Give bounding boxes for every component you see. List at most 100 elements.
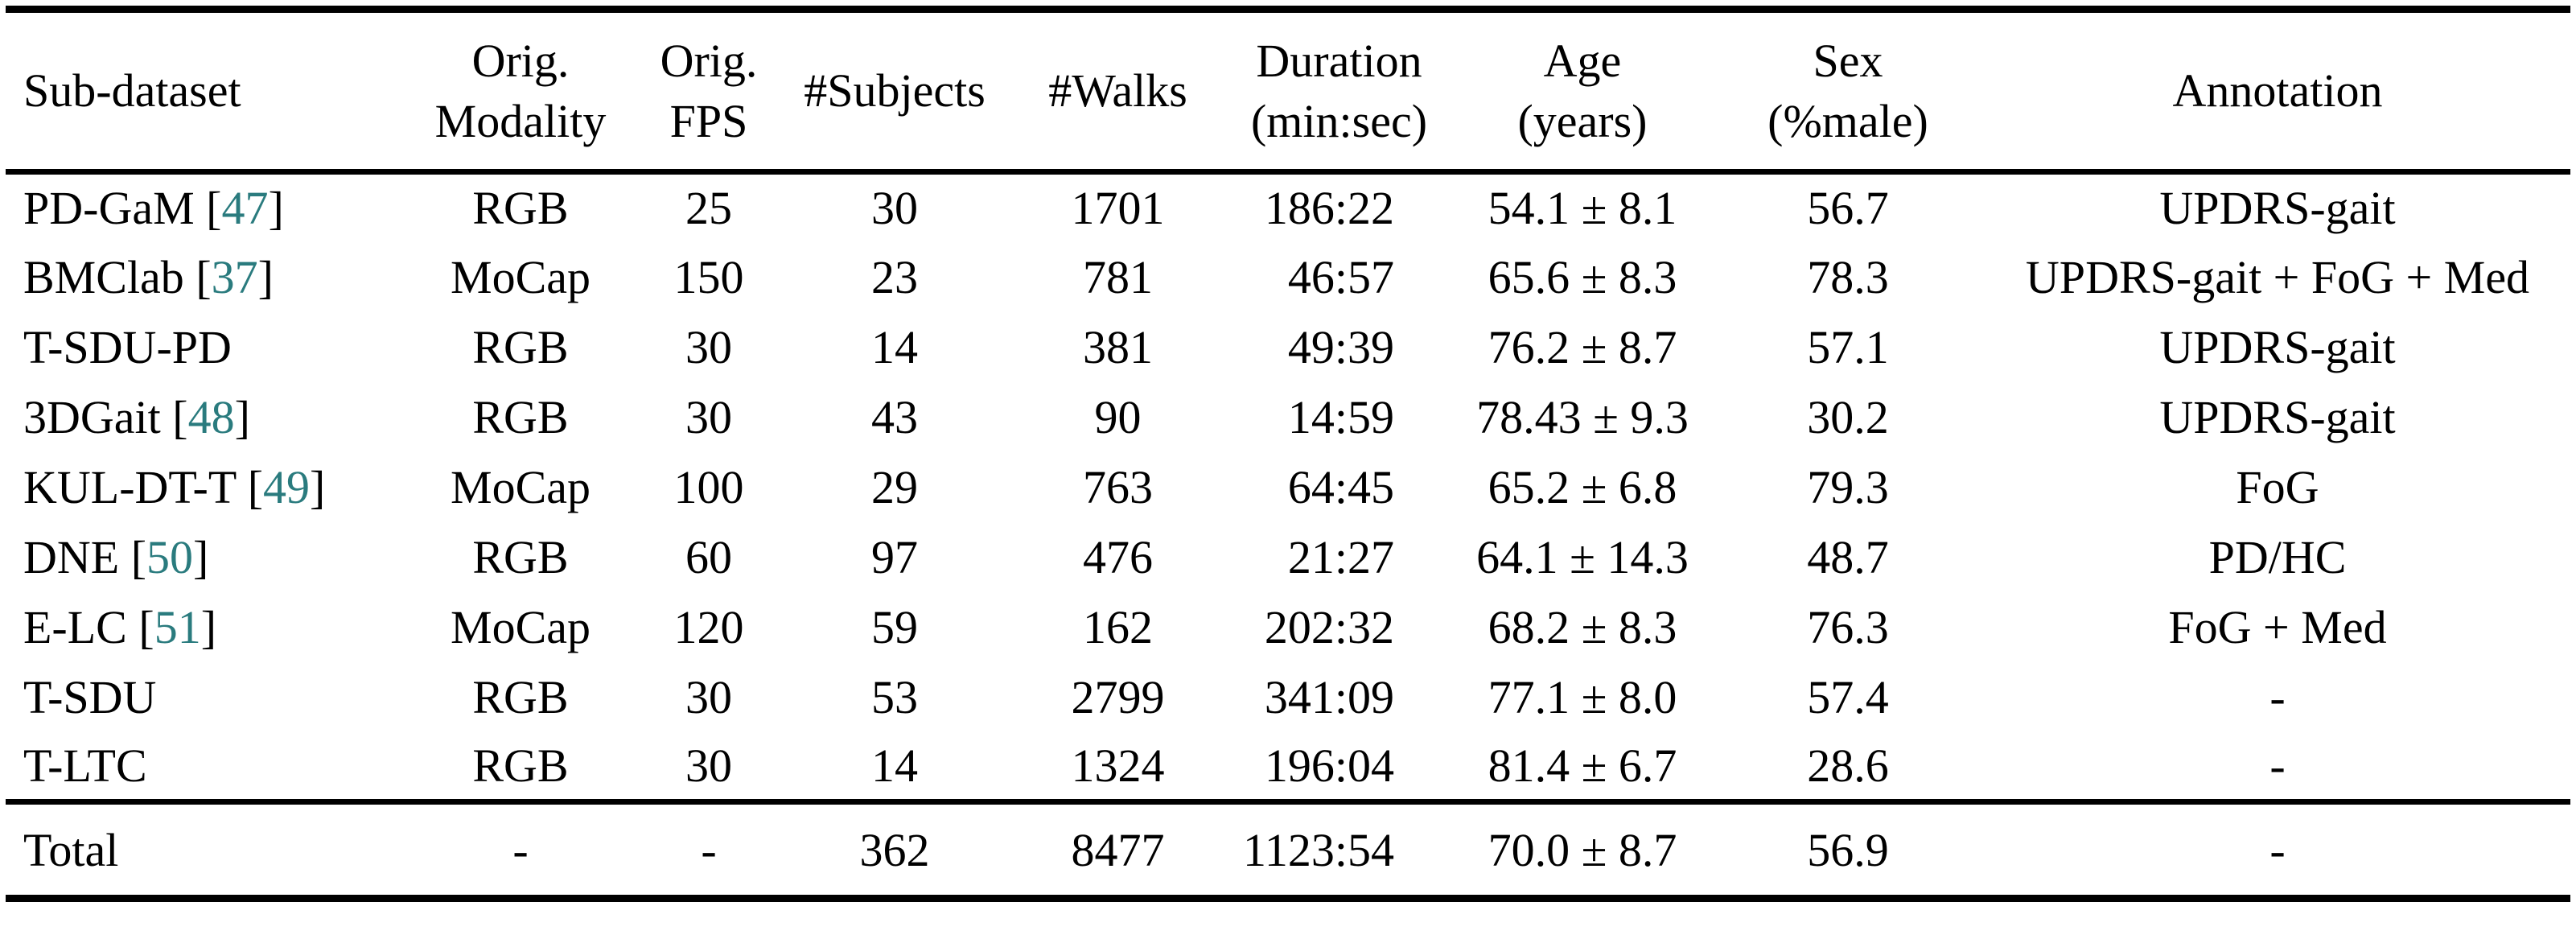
cell-annotation: UPDRS-gait + FoG + Med [2025, 250, 2530, 303]
cell-walks: 381 [1083, 320, 1153, 373]
cell-walks: 1324 [1071, 739, 1165, 792]
header-label: Sex [1813, 34, 1883, 87]
cell-annotation: UPDRS-gait [2159, 390, 2396, 443]
cell-sex: 79.3 [1807, 460, 1889, 513]
citation-link[interactable]: 37 [211, 250, 258, 303]
cell-annotation: UPDRS-gait [2159, 320, 2396, 373]
cell-annotation: FoG [2236, 460, 2319, 513]
cell-age: 68.2 ± 8.3 [1488, 600, 1677, 653]
citation-link[interactable]: 50 [146, 530, 194, 583]
table-row: E-LC [51] MoCap 120 59 162 202:32 68.2 ± 8.3 76… [6, 592, 2570, 662]
cell-duration: 49:39 [1287, 320, 1394, 373]
cell-fps: 30 [685, 670, 732, 723]
header-label: Annotation [2172, 64, 2383, 117]
cell-sub-dataset: DNE [50] [6, 522, 401, 592]
cell-modality: MoCap [451, 460, 591, 513]
cell-sub-dataset: T-SDU-PD [6, 312, 401, 382]
cell-walks: 763 [1083, 460, 1153, 513]
cell-modality: RGB [472, 670, 569, 723]
citation-bracket: [ [183, 250, 212, 303]
citation-link[interactable]: 51 [154, 600, 201, 653]
cell-fps: 30 [685, 320, 732, 373]
dataset-name: T-SDU [23, 670, 157, 723]
cell-modality: RGB [472, 390, 569, 443]
cell-duration: 186:22 [1264, 182, 1394, 235]
citation-bracket: ] [234, 390, 250, 443]
sub-dataset-summary-table: Sub-dataset Orig. Modality Orig. FPS #Su… [6, 6, 2570, 902]
cell-annotation: - [2269, 670, 2286, 723]
header-sub-dataset: Sub-dataset [6, 10, 401, 172]
header-walks: #Walks [1011, 10, 1224, 172]
header-label: (%male) [1767, 95, 1928, 147]
citation-bracket: [ [119, 530, 147, 583]
citation-link[interactable]: 49 [263, 460, 311, 513]
cell-fps: 30 [685, 390, 732, 443]
citation-link[interactable]: 48 [187, 390, 235, 443]
cell-sex: 28.6 [1807, 739, 1889, 792]
cell-subjects: 29 [871, 460, 918, 513]
dataset-name: T-LTC [23, 739, 147, 792]
dataset-name: BMClab [23, 250, 184, 303]
cell-sub-dataset: E-LC [51] [6, 592, 401, 662]
header-orig-fps: Orig. FPS [640, 10, 778, 172]
cell-modality: - [512, 823, 529, 876]
citation-bracket: [ [236, 460, 264, 513]
cell-annotation: UPDRS-gait [2159, 182, 2396, 235]
citation-bracket: [ [160, 390, 188, 443]
header-label: Age [1543, 34, 1622, 87]
cell-age: 76.2 ± 8.7 [1488, 320, 1677, 373]
cell-fps: 150 [673, 250, 744, 303]
cell-sub-dataset: KUL-DT-T [49] [6, 452, 401, 522]
dataset-name: KUL-DT-T [23, 460, 237, 513]
cell-walks: 781 [1083, 250, 1153, 303]
header-label: Sub-dataset [23, 64, 241, 117]
cell-age: 78.43 ± 9.3 [1476, 390, 1689, 443]
cell-duration: 46:57 [1287, 250, 1394, 303]
cell-sex: 48.7 [1807, 530, 1889, 583]
cell-duration: 64:45 [1287, 460, 1394, 513]
table-row: T-LTC RGB 30 14 1324 196:04 81.4 ± 6.7 28.6 - [6, 732, 2570, 802]
cell-sex: 76.3 [1807, 600, 1889, 653]
cell-subjects: 14 [871, 739, 918, 792]
table-row: 3DGait [48] RGB 30 43 90 14:59 78.43 ± 9.3 30.2… [6, 382, 2570, 452]
citation-bracket: ] [268, 182, 284, 235]
cell-subjects: 53 [871, 670, 918, 723]
cell-subjects: 97 [871, 530, 918, 583]
cell-annotation: - [2269, 823, 2286, 876]
cell-sex: 57.4 [1807, 670, 1889, 723]
cell-sub-dataset: Total [6, 802, 401, 899]
dataset-name: T-SDU-PD [23, 320, 232, 373]
header-label: #Subjects [804, 64, 986, 117]
cell-sex: 78.3 [1807, 250, 1889, 303]
citation-bracket: ] [200, 600, 217, 653]
header-label: Orig. [660, 34, 758, 87]
cell-walks: 1701 [1071, 182, 1165, 235]
cell-duration: 202:32 [1264, 600, 1394, 653]
cell-age: 65.2 ± 6.8 [1488, 460, 1677, 513]
table-total-section: Total - - 362 8477 1123:54 70.0 ± 8.7 56.9 - [6, 801, 2570, 899]
table-row: T-SDU-PD RGB 30 14 381 49:39 76.2 ± 8.7 57.1 UPD… [6, 312, 2570, 382]
cell-duration: 1123:54 [1243, 823, 1394, 876]
cell-modality: MoCap [451, 600, 591, 653]
table-row: PD-GaM [47] RGB 25 30 1701 186:22 54.1 ± 8.1 56… [6, 172, 2570, 242]
cell-fps: 120 [673, 600, 744, 653]
cell-annotation: - [2269, 739, 2286, 792]
citation-link[interactable]: 47 [221, 182, 269, 235]
cell-fps: 30 [685, 739, 732, 792]
cell-sex: 56.7 [1807, 182, 1889, 235]
header-label: FPS [669, 95, 748, 147]
cell-walks: 2799 [1071, 670, 1165, 723]
cell-subjects: 23 [871, 250, 918, 303]
header-label: (years) [1517, 95, 1648, 147]
cell-walks: 90 [1094, 390, 1142, 443]
table-header: Sub-dataset Orig. Modality Orig. FPS #Su… [6, 10, 2570, 172]
header-label: (min:sec) [1250, 95, 1428, 147]
header-orig-modality: Orig. Modality [401, 10, 640, 172]
cell-subjects: 59 [871, 600, 918, 653]
table-row: T-SDU RGB 30 53 2799 341:09 77.1 ± 8.0 57.4 - [6, 662, 2570, 732]
cell-modality: MoCap [451, 250, 591, 303]
table-row: DNE [50] RGB 60 97 476 21:27 64.1 ± 14.3 48.7 PD… [6, 522, 2570, 592]
header-row: Sub-dataset Orig. Modality Orig. FPS #Su… [6, 10, 2570, 172]
cell-age: 54.1 ± 8.1 [1488, 182, 1677, 235]
header-label: Orig. [471, 34, 570, 87]
